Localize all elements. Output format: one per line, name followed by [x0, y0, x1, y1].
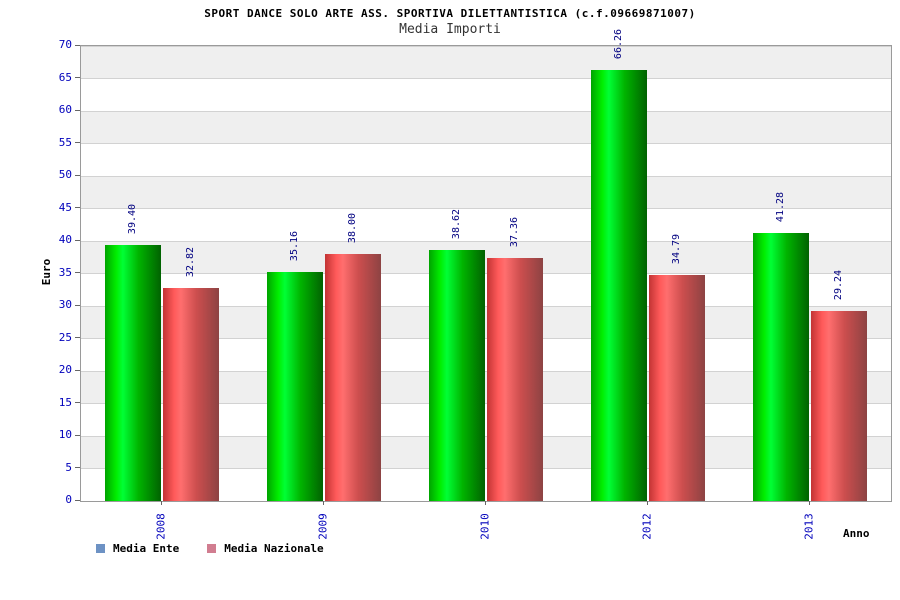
- x-tick-mark: [161, 501, 162, 505]
- gridline: [81, 240, 891, 242]
- y-tick-mark: [75, 77, 80, 78]
- legend-label: Media Ente: [113, 542, 180, 555]
- bar-media-nazionale-2009: [325, 254, 381, 501]
- y-tick-label: 5: [65, 460, 72, 474]
- y-tick-mark: [75, 369, 80, 371]
- legend-item: Media Ente: [96, 542, 179, 555]
- x-tick-mark: [485, 501, 486, 505]
- x-tick-mark: [323, 501, 324, 505]
- value-label: 35.16: [289, 231, 300, 262]
- y-tick-label: 50: [58, 168, 72, 181]
- gridline: [81, 338, 891, 339]
- gridline: [81, 45, 891, 47]
- gridline: [81, 175, 891, 177]
- bar-media-nazionale-2013: [811, 310, 867, 501]
- y-tick-mark: [75, 239, 80, 241]
- bar-media-ente-2010: [429, 249, 485, 501]
- y-tick-label: 45: [58, 200, 72, 214]
- legend-item: Media Nazionale: [207, 542, 324, 555]
- y-tick-label: 10: [58, 428, 72, 441]
- plot-band: [81, 78, 891, 111]
- y-tick-label: 55: [58, 135, 72, 149]
- plot-band: [81, 143, 891, 176]
- y-tick-label: 0: [65, 493, 72, 506]
- y-tick-label: 70: [58, 38, 72, 51]
- y-tick-mark: [75, 44, 80, 46]
- legend-swatch: [207, 544, 217, 553]
- chart-title: SPORT DANCE SOLO ARTE ASS. SPORTIVA DILE…: [204, 7, 696, 20]
- gridline: [81, 208, 891, 209]
- plot-band: [81, 111, 891, 144]
- legend-swatch: [96, 544, 105, 553]
- y-tick-mark: [75, 207, 80, 208]
- plot-band: [81, 176, 891, 209]
- y-tick-mark: [75, 337, 80, 338]
- y-tick-label: 35: [58, 265, 72, 279]
- value-label: 34.79: [671, 233, 682, 264]
- y-tick-label: 25: [58, 330, 72, 344]
- bar-media-nazionale-2010: [487, 258, 543, 501]
- gridline: [81, 143, 891, 144]
- x-tick-label: 2010: [478, 513, 492, 540]
- legend: Media Ente Media Nazionale: [96, 542, 324, 555]
- value-label: 29.24: [833, 269, 844, 300]
- bar-media-ente-2009: [267, 272, 323, 501]
- value-label: 39.40: [127, 203, 138, 234]
- y-tick-mark: [75, 304, 80, 306]
- x-tick-label: 2012: [640, 513, 654, 540]
- bar-media-ente-2008: [105, 244, 161, 501]
- plot-area: 39.40 32.82 35.16 38.00 38.62 37.36 66.26 34.79…: [80, 29, 892, 502]
- bar-media-ente-2012: [591, 70, 647, 501]
- y-tick-mark: [75, 174, 80, 176]
- y-tick-mark: [75, 272, 80, 273]
- y-tick-mark: [75, 434, 80, 436]
- bar-media-ente-2013: [753, 232, 809, 501]
- x-tick-mark: [809, 501, 810, 505]
- gridline: [81, 468, 891, 469]
- y-tick-label: 60: [58, 103, 72, 116]
- x-tick-mark: [647, 501, 648, 505]
- plot-band: [81, 46, 891, 79]
- gridline: [81, 78, 891, 79]
- gridline: [81, 403, 891, 404]
- gridline: [81, 273, 891, 274]
- legend-label: Media Nazionale: [224, 542, 324, 555]
- y-tick-mark: [75, 109, 80, 111]
- value-label: 66.26: [613, 29, 624, 60]
- gridline: [81, 370, 891, 372]
- value-label: 37.36: [509, 217, 520, 248]
- x-axis-label: Anno: [843, 527, 870, 540]
- y-tick-mark: [75, 142, 80, 143]
- gridline: [81, 435, 891, 437]
- y-tick-mark: [75, 499, 80, 501]
- chart-subtitle: Media Importi: [399, 22, 501, 37]
- x-tick-label: 2013: [802, 513, 816, 540]
- value-label: 38.62: [451, 208, 462, 240]
- value-label: 32.82: [185, 246, 196, 277]
- y-tick-label: 20: [58, 363, 72, 376]
- gridline: [81, 110, 891, 112]
- y-tick-label: 30: [58, 298, 72, 311]
- value-label: 41.28: [775, 191, 786, 222]
- y-tick-mark: [75, 467, 80, 468]
- y-tick-label: 65: [58, 70, 72, 84]
- y-tick-label: 40: [58, 233, 72, 246]
- bar-media-nazionale-2008: [163, 287, 219, 501]
- gridline: [81, 305, 891, 307]
- value-label: 38.00: [347, 212, 358, 244]
- y-tick-mark: [75, 402, 80, 403]
- y-tick-label: 15: [58, 395, 72, 409]
- bar-media-nazionale-2012: [649, 274, 705, 501]
